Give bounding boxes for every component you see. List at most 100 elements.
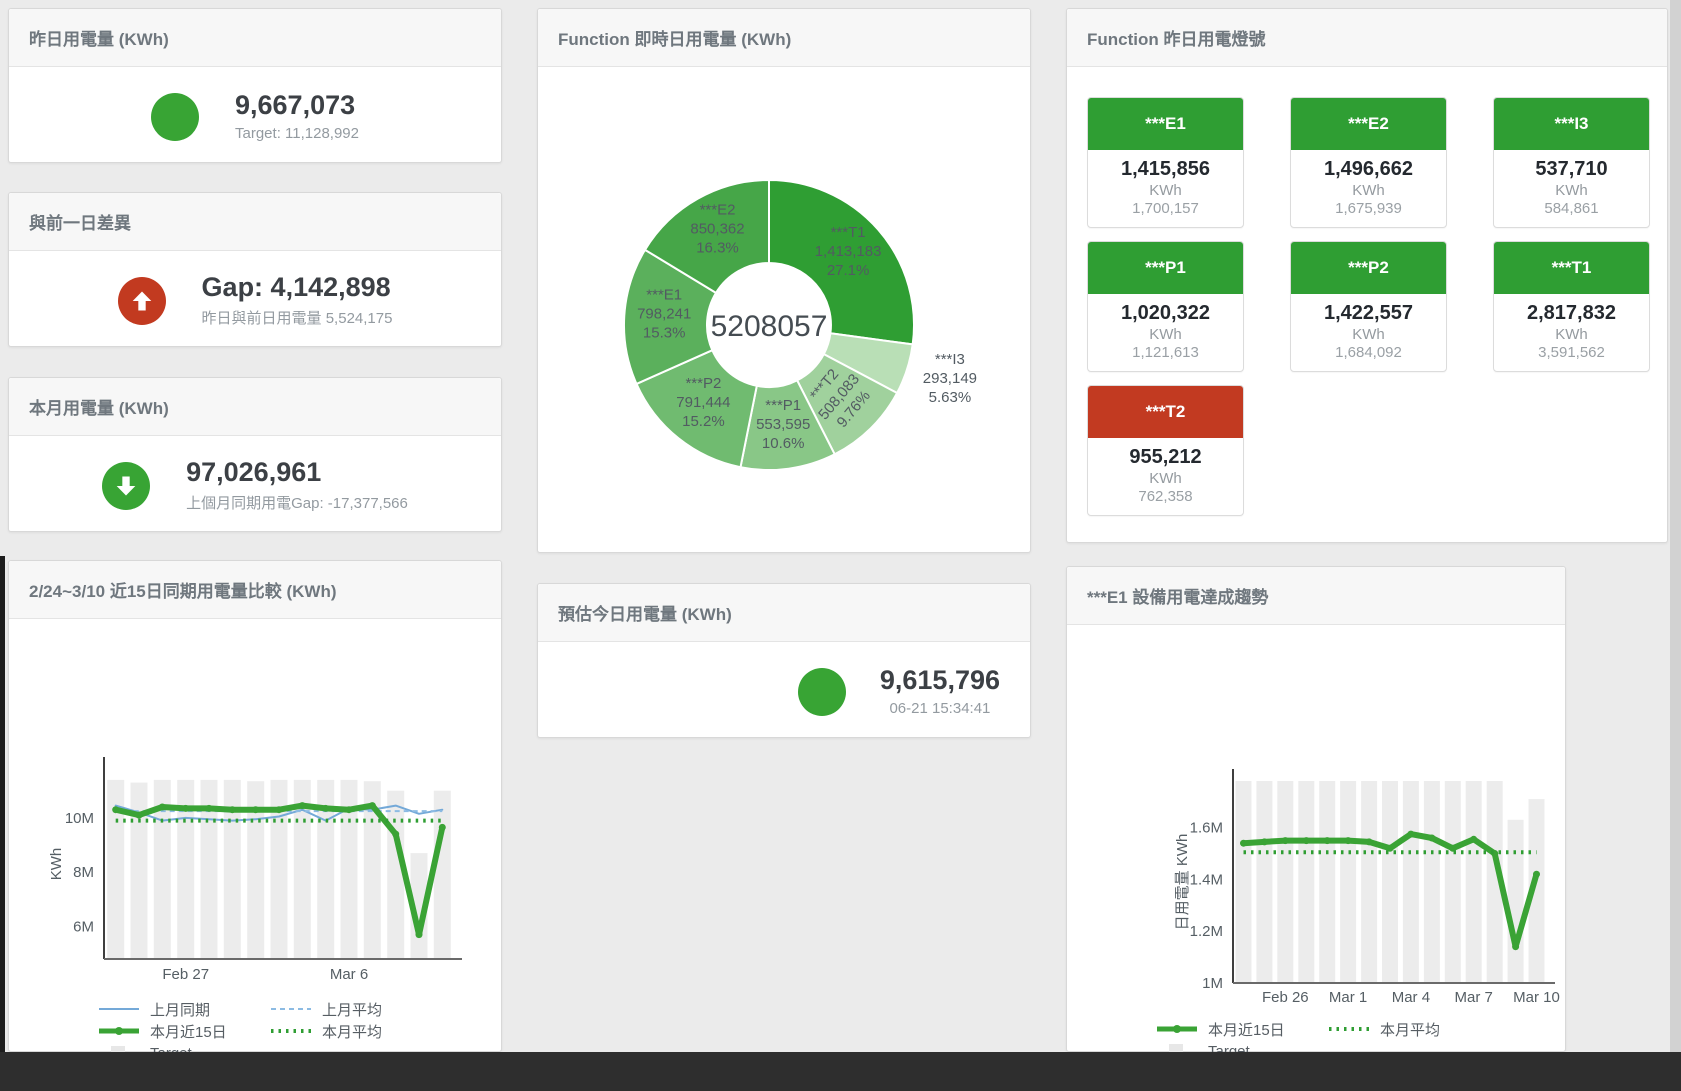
data-point: [438, 823, 446, 831]
stat-subtitle: Target: 11,128,992: [235, 124, 359, 142]
tile-value: 955,212: [1129, 446, 1202, 468]
donut-slice-E2[interactable]: [644, 179, 770, 294]
stat-text: 9,615,796 06-21 15:34:41: [880, 665, 1000, 717]
y-tick-label: 1.6M: [1190, 820, 1223, 837]
legend-label: 本月平均: [322, 1023, 383, 1041]
x-tick-label: Feb 27: [162, 966, 209, 983]
x-tick-label: Mar 10: [1513, 989, 1560, 1005]
data-point: [1281, 837, 1289, 845]
card-month-usage: 本月用電量 (KWh) 97,026,961 上個月同期用電Gap: -17,3…: [8, 377, 502, 532]
card-status-lights: Function 昨日用電燈號 ***E1 1,415,856 KWh 1,700,1…: [1066, 8, 1668, 543]
legend-label: 本月平均: [1380, 1021, 1441, 1039]
target-bar: [1486, 781, 1503, 983]
tile-value: 1,020,322: [1121, 302, 1210, 324]
stat-value: 97,026,961: [186, 457, 322, 488]
data-point: [205, 804, 213, 812]
target-bar: [1256, 781, 1273, 983]
e1-trend-line-chart[interactable]: 1M 1.2M 1.4M 1.6M Feb 26 Mar 1 Mar 4 Mar 7 Mar 1…: [1067, 625, 1565, 1006]
trend-chart-legend: 本月近15日 本月平均 Target: [1155, 1018, 1525, 1062]
tile-header-label: ***E2: [1291, 98, 1446, 150]
legend-line-swatch: [99, 1008, 139, 1010]
target-bar: [1361, 781, 1378, 983]
tile-header-label: ***E1: [1088, 98, 1243, 150]
arrow-down-icon: [102, 461, 151, 510]
tile-value: 1,422,557: [1324, 302, 1413, 324]
data-point: [1365, 838, 1373, 846]
card-day-gap: 與前一日差異 Gap: 4,142,898 昨日與前日用電量 5,524,175: [8, 192, 502, 347]
donut-slice-label: ***I3 293,149 5.63%: [923, 351, 977, 406]
card-compare-chart: 2/24~3/10 近15日同期用電量比較 (KWh) 6M 8M 10M Feb 2…: [8, 560, 502, 1062]
data-point: [1344, 837, 1352, 845]
legend-line-swatch: [1157, 1025, 1197, 1033]
legend-item-本月平均[interactable]: 本月平均: [269, 1020, 441, 1042]
y-tick-label: 1.4M: [1190, 871, 1223, 888]
tile-header-label: ***P1: [1088, 242, 1243, 294]
target-bar: [1423, 781, 1440, 983]
data-point: [1323, 837, 1331, 845]
data-point: [1240, 839, 1247, 847]
arrow-up-icon: [117, 276, 166, 325]
target-bar: [107, 779, 125, 959]
tile-target-value: 1,121,613: [1132, 344, 1199, 361]
data-point: [1533, 870, 1540, 878]
card-title: ***E1 設備用電達成趨勢: [1067, 567, 1565, 625]
stat-row: 9,667,073 Target: 11,128,992: [9, 67, 501, 166]
card-e1-trend-chart: ***E1 設備用電達成趨勢 1M 1.2M 1.4M 1.6M Feb 26 Mar 1…: [1066, 566, 1566, 1060]
target-bar: [363, 781, 381, 959]
tile-unit: KWh: [1555, 182, 1588, 199]
data-point: [298, 802, 306, 810]
target-bar: [433, 790, 451, 959]
target-bar: [177, 779, 195, 959]
legend-item-上月同期[interactable]: 上月同期: [97, 998, 269, 1020]
card-yesterday-usage: 昨日用電量 (KWh) 9,667,073 Target: 11,128,992: [8, 8, 502, 163]
data-point: [392, 830, 400, 838]
data-point: [275, 806, 283, 814]
stat-text: 9,667,073 Target: 11,128,992: [235, 90, 359, 142]
card-today-estimate: 預估今日用電量 (KWh) 9,615,796 06-21 15:34:41: [537, 583, 1031, 738]
function-usage-donut-chart[interactable]: ***T1 1,413,183 27.1%***I3 293,149 5.63%***T…: [538, 67, 1030, 555]
scrollbar-track[interactable]: [1670, 0, 1681, 1052]
legend-item-本月平均[interactable]: 本月平均: [1327, 1018, 1499, 1040]
target-bar: [1528, 799, 1545, 983]
data-point: [252, 806, 260, 814]
data-point: [158, 803, 166, 811]
legend-item-本月近15日[interactable]: 本月近15日: [1155, 1018, 1327, 1040]
chart-area: 1M 1.2M 1.4M 1.6M Feb 26 Mar 1 Mar 4 Mar 7 Mar 1…: [1067, 625, 1565, 1062]
stat-text: Gap: 4,142,898 昨日與前日用電量 5,524,175: [202, 272, 393, 328]
target-bar: [130, 782, 148, 959]
data-point: [345, 806, 353, 814]
status-tile-T1: ***T1 2,817,832 KWh 3,591,562: [1493, 241, 1650, 372]
target-bar: [1340, 781, 1357, 983]
data-point: [1260, 838, 1268, 846]
y-tick-label: 6M: [73, 918, 94, 935]
legend-item-本月近15日[interactable]: 本月近15日: [97, 1020, 269, 1042]
data-point: [322, 804, 330, 812]
stat-row: 9,615,796 06-21 15:34:41: [538, 642, 1030, 741]
x-tick-label: Mar 7: [1455, 989, 1493, 1005]
donut-slice-T1[interactable]: [768, 179, 916, 346]
target-bar: [1465, 781, 1482, 983]
donut-slice-label: ***P1 553,595 10.6%: [756, 397, 810, 452]
stat-row: Gap: 4,142,898 昨日與前日用電量 5,524,175: [9, 251, 501, 350]
card-title: 2/24~3/10 近15日同期用電量比較 (KWh): [9, 561, 501, 619]
stat-timestamp: 06-21 15:34:41: [889, 699, 991, 717]
tile-value: 2,817,832: [1527, 302, 1616, 324]
card-realtime-donut: Function 即時日用電量 (KWh) ***T1 1,413,183 27.1…: [537, 8, 1031, 553]
legend-label: 本月近15日: [1208, 1021, 1285, 1039]
tile-unit: KWh: [1555, 326, 1588, 343]
target-bar: [1319, 781, 1336, 983]
tile-unit: KWh: [1149, 326, 1182, 343]
x-tick-label: Mar 4: [1392, 989, 1430, 1005]
tile-unit: KWh: [1149, 182, 1182, 199]
card-title: Function 昨日用電燈號: [1067, 9, 1667, 67]
y-axis-label: 日用電量 KWh: [1174, 834, 1191, 931]
status-tile-P1: ***P1 1,020,322 KWh 1,121,613: [1087, 241, 1244, 372]
donut-slice-label: ***P2 791,444 15.2%: [676, 375, 730, 430]
compare-line-chart[interactable]: 6M 8M 10M Feb 27 Mar 6 KWh: [9, 619, 499, 985]
tile-target-value: 1,700,157: [1132, 200, 1199, 217]
card-title: 昨日用電量 (KWh): [9, 9, 501, 67]
tile-unit: KWh: [1149, 470, 1182, 487]
legend-item-上月平均[interactable]: 上月平均: [269, 998, 441, 1020]
donut-slice-label: ***E1 798,241 15.3%: [637, 286, 691, 341]
